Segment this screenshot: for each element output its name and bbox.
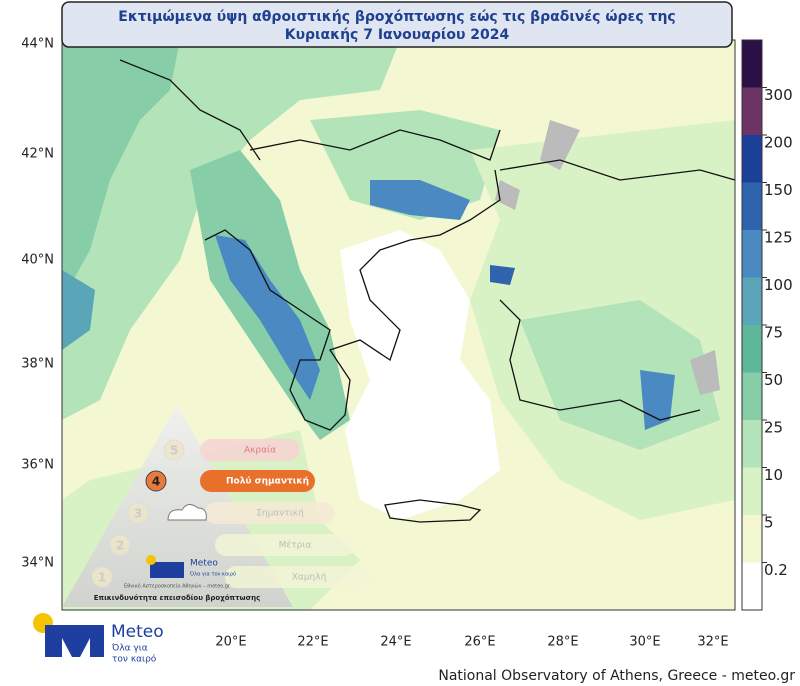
lat-label: 42°N	[21, 147, 54, 162]
colorbar-label: 100	[764, 276, 793, 294]
risk-bar	[200, 439, 300, 461]
risk-label: Χαμηλή	[292, 573, 327, 583]
logo-tagline: Όλα για	[111, 643, 148, 654]
lon-label: 26°E	[464, 635, 495, 650]
colorbar-band	[742, 182, 762, 230]
risk-number: 5	[170, 444, 178, 458]
colorbar-label: 5	[764, 514, 774, 532]
pyramid-logo-org: Εθνικό Αστεροσκοπείο Αθηνών – meteo.gr	[124, 583, 231, 590]
lat-label: 38°N	[21, 357, 54, 372]
risk-bar	[225, 566, 373, 588]
risk-number-badge	[163, 439, 185, 461]
colorbar-band	[742, 515, 762, 563]
colorbar-band	[742, 467, 762, 515]
lon-label: 28°E	[547, 635, 578, 650]
colorbar-band	[742, 40, 762, 88]
colorbar-label: 50	[764, 371, 783, 389]
risk-label: Πολύ σημαντική	[226, 477, 309, 487]
footer-credit: National Observatory of Athens, Greece -…	[438, 668, 795, 684]
risk-label: Σημαντική	[256, 509, 304, 519]
colorbar-band	[742, 277, 762, 325]
pyramid-logo-name: Meteo	[190, 559, 218, 569]
lat-label: 36°N	[21, 458, 54, 473]
colorbar-band	[742, 420, 762, 468]
colorbar-label: 200	[764, 134, 793, 152]
colorbar-band	[742, 325, 762, 373]
risk-bar	[200, 470, 315, 492]
colorbar-band	[742, 87, 762, 135]
cloud-icon	[167, 504, 207, 521]
risk-number-badge	[145, 470, 167, 492]
risk-label: Ακραία	[244, 446, 276, 456]
logo-tagline: τον καιρό	[112, 654, 157, 665]
coastlines-borders	[119, 59, 736, 523]
risk-number: 1	[98, 571, 106, 585]
lat-label: 34°N	[21, 556, 54, 571]
pyramid-logo-tagline: Όλα για τον καιρό	[189, 571, 236, 578]
lat-label: 40°N	[21, 253, 54, 268]
risk-legend: Ακραία 5 Πολύ σημαντική 4 Σημαντική 3 Μέτρια 2 Χ…	[62, 405, 373, 607]
title-line: Εκτιμώμενα ύψη αθροιστικής βροχόπτωσης ε…	[118, 9, 675, 25]
risk-number-badge	[91, 566, 113, 588]
lon-label: 30°E	[629, 635, 660, 650]
colorbar-label: 300	[764, 86, 793, 104]
title-box	[61, 1, 733, 48]
risk-number-badge	[127, 502, 149, 524]
risk-number: 4	[152, 475, 160, 489]
colorbar-label: 150	[764, 181, 793, 199]
risk-bar	[215, 534, 355, 556]
pyramid-logo-mark	[150, 562, 184, 578]
risk-number: 3	[134, 507, 142, 521]
pyramid	[62, 405, 293, 607]
lon-label: 22°E	[297, 635, 328, 650]
title-line: Κυριακής 7 Ιανουαρίου 2024	[285, 27, 510, 43]
colorbar-label: 75	[764, 324, 783, 342]
colorbar-label: 10	[764, 466, 783, 484]
colorbar-label: 0.2	[764, 561, 788, 579]
colorbar-label: 25	[764, 419, 783, 437]
colorbar-band	[742, 372, 762, 420]
pyramid-logo-sun	[146, 555, 156, 565]
pyramid-caption: Επικινδυνότητα επεισοδίου βροχόπτωσης	[94, 594, 260, 602]
risk-number-badge	[109, 534, 131, 556]
dry-sea-area	[340, 230, 500, 520]
risk-number: 2	[116, 539, 124, 553]
lon-label: 32°E	[697, 635, 728, 650]
colorbar-label: 125	[764, 229, 793, 247]
risk-bar	[205, 502, 335, 524]
colorbar-band	[742, 230, 762, 278]
risk-label: Μέτρια	[279, 540, 312, 551]
logo-name: Meteo	[111, 622, 164, 642]
lat-label: 44°N	[21, 37, 54, 52]
lon-label: 20°E	[215, 635, 246, 650]
lon-label: 24°E	[380, 635, 411, 650]
colorbar-band	[742, 562, 762, 610]
colorbar-band	[742, 135, 762, 183]
logo-mark	[45, 625, 104, 657]
